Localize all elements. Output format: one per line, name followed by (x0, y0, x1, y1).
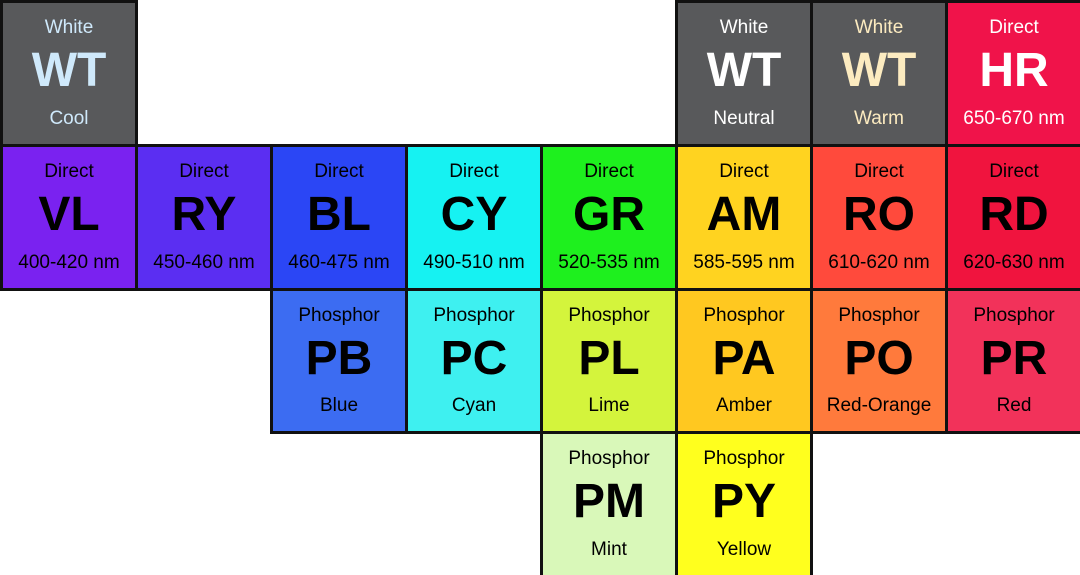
cell-category: White (719, 17, 769, 38)
led-cell: Phosphor PL Lime (540, 288, 678, 434)
cell-category: Phosphor (703, 305, 785, 326)
cell-description: Blue (319, 395, 359, 416)
cell-description: 460-475 nm (288, 252, 390, 273)
cell-code: PY (711, 475, 777, 528)
led-cell: Direct RO 610-620 nm (810, 144, 948, 291)
cell-category: White (44, 17, 94, 38)
cell-description: Amber (716, 395, 772, 416)
led-cell: Phosphor PY Yellow (675, 431, 813, 575)
cell-description: Cyan (451, 395, 497, 416)
cell-code: RO (843, 188, 915, 241)
cell-code: PM (573, 475, 645, 528)
cell-category: Direct (989, 17, 1039, 38)
cell-description: Cool (49, 108, 89, 129)
cell-code: RY (171, 188, 237, 241)
cell-description: 400-420 nm (18, 252, 120, 273)
cell-code: PL (578, 332, 640, 385)
led-cell: Phosphor PA Amber (675, 288, 813, 434)
led-cell: Phosphor PO Red-Orange (810, 288, 948, 434)
cell-description: Red-Orange (826, 395, 932, 416)
cell-category: Direct (449, 161, 499, 182)
cell-description: Warm (854, 108, 904, 129)
led-cell: White WT Neutral (675, 0, 813, 147)
cell-code: WT (841, 44, 917, 97)
cell-code: PA (712, 332, 776, 385)
led-cell: Direct RD 620-630 nm (945, 144, 1080, 291)
cell-category: Phosphor (703, 448, 785, 469)
cell-description: 520-535 nm (558, 252, 660, 273)
cell-description: 650-670 nm (963, 108, 1065, 129)
led-cell: Phosphor PR Red (945, 288, 1080, 434)
cell-code: BL (307, 188, 371, 241)
cell-description: 490-510 nm (423, 252, 525, 273)
cell-description: Lime (588, 395, 630, 416)
cell-category: Direct (584, 161, 634, 182)
cell-category: Phosphor (838, 305, 920, 326)
cell-code: WT (706, 44, 782, 97)
cell-description: Neutral (713, 108, 775, 129)
led-cell: Direct CY 490-510 nm (405, 144, 543, 291)
cell-description: 620-630 nm (963, 252, 1065, 273)
cell-category: Direct (44, 161, 94, 182)
cell-code: AM (706, 188, 782, 241)
cell-code: RD (979, 188, 1049, 241)
cell-description: Yellow (716, 539, 772, 560)
led-cell: Direct GR 520-535 nm (540, 144, 678, 291)
cell-code: PC (440, 332, 508, 385)
cell-category: Direct (314, 161, 364, 182)
cell-description: Mint (591, 539, 627, 560)
cell-category: Phosphor (568, 305, 650, 326)
led-cell: Phosphor PB Blue (270, 288, 408, 434)
cell-category: Phosphor (433, 305, 515, 326)
led-cell: Direct RY 450-460 nm (135, 144, 273, 291)
cell-category: Direct (854, 161, 904, 182)
cell-code: HR (979, 44, 1049, 97)
led-cell: Direct VL 400-420 nm (0, 144, 138, 291)
cell-category: Direct (179, 161, 229, 182)
led-cell: Direct HR 650-670 nm (945, 0, 1080, 147)
cell-code: WT (31, 44, 107, 97)
cell-description: 585-595 nm (693, 252, 795, 273)
led-cell: White WT Warm (810, 0, 948, 147)
cell-code: CY (440, 188, 508, 241)
cell-code: PB (305, 332, 373, 385)
cell-category: Direct (719, 161, 769, 182)
cell-category: Direct (989, 161, 1039, 182)
cell-code: VL (38, 188, 100, 241)
cell-code: GR (573, 188, 645, 241)
led-cell: Direct BL 460-475 nm (270, 144, 408, 291)
cell-category: White (854, 17, 904, 38)
cell-description: 610-620 nm (828, 252, 930, 273)
led-cell: White WT Cool (0, 0, 138, 147)
cell-code: PO (844, 332, 914, 385)
led-cell: Direct AM 585-595 nm (675, 144, 813, 291)
cell-category: Phosphor (568, 448, 650, 469)
cell-category: Phosphor (298, 305, 380, 326)
led-cell: Phosphor PC Cyan (405, 288, 543, 434)
cell-category: Phosphor (973, 305, 1055, 326)
cell-description: Red (996, 395, 1032, 416)
led-cell: Phosphor PM Mint (540, 431, 678, 575)
cell-description: 450-460 nm (153, 252, 255, 273)
cell-code: PR (980, 332, 1048, 385)
